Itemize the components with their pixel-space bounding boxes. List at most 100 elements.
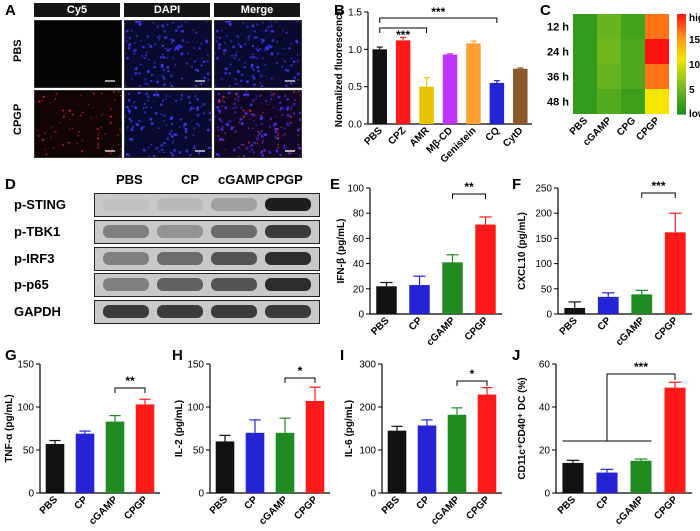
y-tick-label: 20	[539, 446, 551, 457]
fluorescence-dot	[125, 115, 127, 118]
fluorescence-dot	[260, 135, 264, 138]
fluorescence-dot	[248, 38, 250, 41]
colorbar-segment	[677, 56, 686, 60]
fluorescence-dot	[251, 148, 254, 151]
fluorescence-dot	[159, 103, 163, 107]
fluorescence-dot	[171, 141, 174, 144]
x-tick-label: CPGP	[652, 494, 680, 522]
fluorescence-dot	[129, 119, 133, 123]
x-tick-label: cGAMP	[87, 494, 120, 527]
fluorescence-dot	[158, 34, 161, 37]
fluorescence-dot	[163, 30, 166, 33]
colorbar-segment	[677, 36, 686, 40]
bar	[215, 441, 235, 493]
fluorescence-dot	[298, 118, 301, 122]
fluorescence-dot	[263, 148, 266, 152]
significance-bracket	[379, 17, 498, 23]
fluorescence-dot	[192, 107, 195, 110]
fluorescence-dot	[286, 108, 289, 111]
fluorescence-dot	[280, 126, 282, 128]
fluorescence-dot	[140, 40, 142, 42]
fluorescence-dot	[152, 154, 156, 157]
panel-label-b: B	[334, 2, 345, 19]
fluorescence-dot	[128, 117, 131, 121]
y-tick-label: 1.0	[348, 45, 362, 56]
fluorescence-dot	[104, 133, 106, 135]
fluorescence-dot	[240, 122, 244, 125]
fluorescence-dot	[271, 39, 275, 42]
fluorescence-dot	[236, 35, 240, 38]
colorbar-segment	[677, 29, 686, 33]
fluorescence-dot	[180, 52, 184, 56]
fluorescence-dot	[261, 21, 264, 24]
bar	[489, 82, 505, 124]
fluorescence-dot	[228, 84, 231, 87]
fluorescence-dot	[193, 127, 196, 130]
heatmap-row-label: 36 h	[547, 72, 569, 84]
wb-band	[211, 252, 257, 265]
fluorescence-dot	[174, 49, 177, 51]
fluorescence-dot	[125, 36, 128, 39]
fluorescence-dot	[172, 139, 175, 142]
fluorescence-dot	[215, 40, 218, 43]
colorbar-tick-label: 5	[689, 85, 695, 96]
fluorescence-dot	[246, 80, 249, 84]
bar	[475, 224, 496, 314]
fluorescence-dot	[128, 43, 131, 46]
fluorescence-dot	[228, 91, 231, 95]
bar	[245, 432, 265, 493]
fluorescence-dot	[222, 138, 225, 141]
fluorescence-dot	[223, 100, 226, 103]
fluorescence-dot	[37, 134, 40, 138]
fluorescence-dot	[145, 106, 148, 109]
y-tick-label: 0.5	[348, 82, 362, 93]
y-tick-label: 40	[539, 403, 551, 414]
fluorescence-dot	[264, 133, 267, 136]
fluorescence-dot	[261, 153, 265, 157]
x-tick-label: CPZ	[386, 125, 408, 147]
y-tick-label: 150	[187, 360, 204, 371]
fluorescence-dot	[160, 113, 163, 116]
panel-label-i: I	[340, 347, 345, 364]
bar	[75, 433, 95, 493]
y-tick-label: 20	[353, 284, 365, 295]
wb-strip-p-sting	[94, 193, 320, 217]
fluorescence-dot	[284, 84, 288, 87]
heatmap-row-label: 48 h	[547, 97, 569, 109]
fluorescence-dot	[61, 143, 65, 147]
fluorescence-dot	[62, 115, 66, 118]
fluorescence-dot	[150, 122, 154, 125]
y-tick-label: 100	[187, 403, 204, 414]
heatmap-cell	[621, 89, 645, 114]
bar	[409, 285, 430, 314]
fluorescence-dot	[95, 116, 97, 118]
bar	[372, 49, 387, 125]
fluorescence-dot	[166, 57, 169, 59]
fluorescence-dot	[153, 61, 156, 64]
fluorescence-dot	[97, 142, 100, 144]
panel-label-j: J	[512, 347, 521, 364]
fluorescence-dot	[158, 150, 161, 153]
fluorescence-dot	[161, 75, 164, 78]
fluorescence-dot	[130, 127, 134, 132]
fluorescence-dot	[239, 117, 243, 121]
fluorescence-dot	[79, 114, 82, 117]
fluorescence-dot	[217, 109, 221, 113]
fluorescence-dot	[54, 130, 57, 133]
fluorescence-dot	[244, 43, 247, 45]
fluorescence-dot	[185, 62, 188, 65]
fluorescence-dot	[232, 45, 235, 49]
bar	[45, 443, 65, 493]
fluorescence-dot	[128, 111, 131, 114]
chart-f-cxcl10: 0 50 100 150 200 250 CXCL10 (pg/mL) PBS CP cGAMP C…	[517, 179, 692, 348]
micro-image-pbs-merge	[214, 20, 302, 88]
fluorescence-dot	[202, 102, 206, 106]
colorbar-segment	[677, 94, 686, 98]
bar	[664, 387, 686, 493]
fluorescence-dot	[144, 82, 147, 85]
wb-lane-cgamp: cGAMP	[218, 172, 265, 187]
fluorescence-dot	[279, 108, 282, 111]
fluorescence-dot	[146, 35, 150, 38]
fluorescence-dot	[196, 106, 200, 109]
